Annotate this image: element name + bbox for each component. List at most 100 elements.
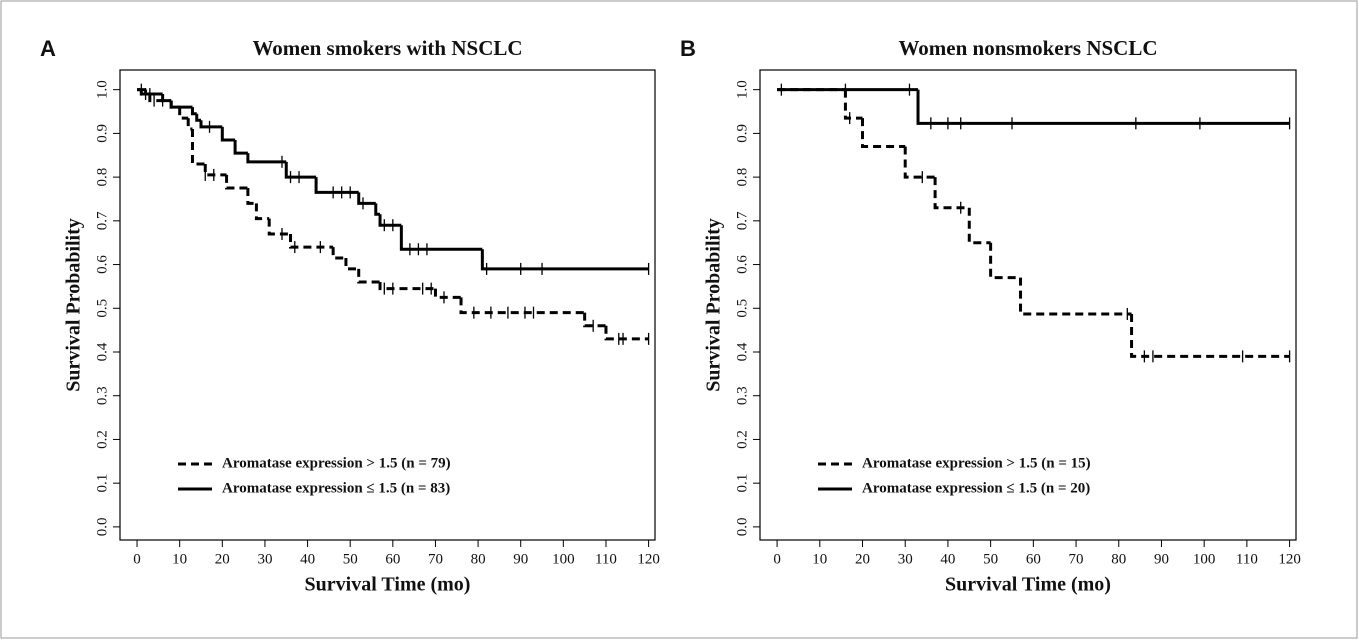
y-tick-label: 0.0	[734, 518, 750, 537]
survival-step	[178, 107, 189, 120]
survival-step	[399, 225, 483, 251]
chart-title: Women smokers with NSCLC	[252, 36, 522, 60]
x-tick-label: 110	[1236, 551, 1258, 567]
y-tick-label: 0.9	[94, 124, 110, 143]
y-tick-label: 0.2	[734, 430, 750, 449]
survival-step	[233, 139, 248, 155]
survival-step	[289, 233, 334, 249]
survival-step	[459, 297, 585, 315]
x-tick-label: 70	[1069, 551, 1084, 567]
plot-frame	[759, 69, 1297, 541]
panel-label: A	[40, 36, 56, 61]
x-tick-label: 50	[343, 551, 358, 567]
survival-step	[357, 268, 381, 284]
survival-step	[1019, 277, 1132, 316]
x-tick-label: 100	[1193, 551, 1216, 567]
panel: B Women nonsmokers NSCLC Survival Time (mo…	[680, 36, 1301, 596]
x-tick-label: 20	[855, 551, 870, 567]
legend-label: Aromatase expression ≤ 1.5 (n = 83)	[222, 480, 450, 496]
survival-step	[480, 249, 649, 271]
x-tick-label: 10	[172, 551, 187, 567]
y-tick-label: 0.2	[94, 430, 110, 449]
x-tick-label: 40	[940, 551, 955, 567]
y-tick-label: 0.6	[734, 255, 750, 274]
x-tick-label: 100	[552, 551, 575, 567]
x-tick-label: 90	[1154, 551, 1169, 567]
survival-step	[604, 325, 649, 341]
x-tick-label: 60	[385, 551, 400, 567]
survival-step	[903, 146, 936, 179]
y-tick-label: 0.5	[94, 299, 110, 318]
survival-step	[916, 89, 1290, 125]
x-tick-label: 30	[257, 551, 272, 567]
survival-step	[199, 120, 223, 129]
x-axis-title: Survival Time (mo)	[305, 574, 471, 596]
survival-step	[254, 203, 270, 221]
survival-step	[344, 258, 359, 271]
x-tick-label: 110	[595, 551, 617, 567]
y-tick-label: 0.0	[94, 518, 110, 537]
x-tick-label: 40	[300, 551, 315, 567]
chart-title: Women nonsmokers NSCLC	[898, 36, 1157, 60]
x-tick-label: 10	[812, 551, 827, 567]
survival-step	[933, 177, 970, 210]
x-tick-label: 60	[1026, 551, 1041, 567]
legend-label: Aromatase expression ≤ 1.5 (n = 20)	[862, 480, 1090, 496]
x-tick-label: 80	[471, 551, 486, 567]
survival-step	[331, 247, 346, 260]
survival-step	[203, 164, 227, 177]
y-tick-label: 0.7	[734, 211, 750, 230]
x-tick-label: 90	[513, 551, 528, 567]
panel-label: B	[680, 36, 696, 61]
y-tick-label: 0.8	[94, 168, 110, 187]
y-tick-label: 0.5	[734, 299, 750, 318]
y-axis-title: Survival Probability	[63, 218, 85, 392]
survival-step	[246, 188, 257, 205]
survival-step	[267, 218, 291, 236]
x-tick-label: 70	[428, 551, 443, 567]
y-tick-label: 0.8	[734, 168, 750, 187]
y-tick-label: 1.0	[734, 80, 750, 99]
y-tick-label: 0.3	[94, 386, 110, 405]
y-tick-label: 0.4	[94, 342, 110, 361]
survival-step	[357, 192, 376, 205]
x-tick-label: 30	[898, 551, 913, 567]
y-tick-label: 0.3	[734, 386, 750, 405]
survival-step	[161, 94, 172, 103]
survival-step	[1130, 313, 1290, 358]
survival-step	[284, 161, 317, 179]
x-tick-label: 20	[215, 551, 230, 567]
x-tick-label: 0	[133, 551, 141, 567]
survival-step	[378, 214, 402, 227]
panel: A Women smokers with NSCLC Survival Time (…	[40, 36, 660, 596]
y-tick-label: 0.6	[94, 255, 110, 274]
survival-step	[144, 89, 163, 96]
survival-step	[583, 312, 606, 328]
x-tick-label: 0	[773, 551, 781, 567]
legend-label: Aromatase expression > 1.5 (n = 15)	[862, 455, 1091, 471]
survival-step	[843, 89, 863, 120]
survival-step	[374, 203, 381, 216]
x-tick-label: 120	[637, 551, 660, 567]
y-tick-label: 0.1	[94, 474, 110, 493]
survival-step	[225, 174, 248, 190]
y-tick-label: 0.7	[94, 211, 110, 230]
survival-step	[433, 288, 462, 299]
x-tick-label: 120	[1278, 551, 1301, 567]
x-tick-label: 80	[1111, 551, 1126, 567]
survival-step	[378, 282, 436, 291]
survival-step	[186, 118, 193, 131]
y-tick-label: 0.1	[734, 474, 750, 493]
survival-step	[220, 126, 236, 142]
y-tick-label: 0.9	[734, 124, 750, 143]
survival-step	[861, 118, 906, 149]
survival-step	[314, 177, 359, 194]
plot-frame	[119, 69, 656, 541]
y-axis-title: Survival Probability	[703, 218, 725, 392]
survival-step	[246, 153, 287, 164]
survival-step	[195, 113, 201, 122]
y-tick-label: 0.4	[734, 342, 750, 361]
